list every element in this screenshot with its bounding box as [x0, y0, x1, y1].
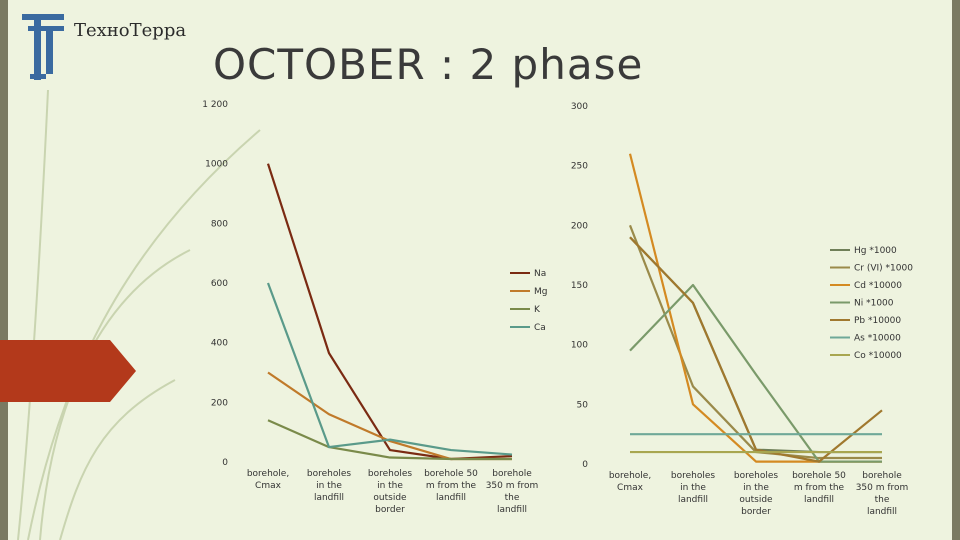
left-series-line-3 — [266, 282, 513, 456]
right-chart-axes: 0 50 100 150 200 250 300 — [571, 102, 588, 470]
company-logo — [22, 14, 64, 80]
right-x-category-label: borehole, Cmax — [609, 471, 651, 493]
left-y-tick-label: 400 — [211, 339, 228, 349]
left-y-tick-label: 800 — [211, 219, 228, 229]
right-legend-label: Hg *1000 — [854, 246, 897, 256]
left-series-line-2 — [267, 419, 512, 461]
left-chart-series — [266, 163, 513, 461]
right-chart-legend: Hg *1000 Cr (VI) *1000 Cd *10000 Ni *1000 Pb… — [830, 246, 913, 361]
brand-name: ТехноТерра — [74, 20, 187, 41]
left-y-tick-label: 600 — [211, 279, 228, 289]
left-y-tick-label: 1000 — [205, 160, 228, 170]
left-x-category-label: borehole, Cmax — [247, 469, 289, 491]
right-chart-x-labels: borehole, Cmax boreholes in the landfill bore… — [609, 471, 909, 517]
left-y-tick-label: 200 — [211, 398, 228, 408]
left-legend-label: K — [534, 305, 541, 315]
right-y-tick-label: 150 — [571, 281, 588, 291]
right-series-line-4 — [629, 236, 883, 463]
right-y-tick-label: 50 — [577, 400, 589, 410]
right-legend-label: Pb *10000 — [854, 316, 901, 326]
slide-title: OCTOBER : 2 phase — [213, 40, 644, 89]
left-edge-bar — [0, 0, 8, 540]
right-chart-series — [628, 153, 883, 463]
left-x-category-label: boreholes in the landfill — [307, 469, 352, 503]
right-y-tick-label: 200 — [571, 221, 588, 231]
right-series-line-3 — [629, 283, 882, 463]
left-chart-x-labels: borehole, Cmax boreholes in the landfill bore… — [247, 469, 539, 515]
left-y-tick-label: 1 200 — [202, 100, 228, 110]
right-legend-label: Co *10000 — [854, 351, 902, 361]
left-chart-axes: 0 200 400 600 800 1000 1 200 — [202, 100, 228, 468]
right-x-category-label: boreholes in the landfill — [671, 471, 716, 505]
right-series-line-1 — [628, 224, 882, 460]
left-legend-label: Mg — [534, 287, 547, 297]
left-legend-label: Na — [534, 269, 546, 279]
left-x-category-label: borehole 350 m from the landfill — [486, 469, 539, 515]
left-legend-label: Ca — [534, 323, 546, 333]
left-chart-legend: Na Mg K Ca — [510, 269, 547, 333]
right-legend-label: Cr (VI) *1000 — [854, 264, 913, 274]
right-y-tick-label: 0 — [582, 460, 588, 470]
red-accent-tab — [0, 340, 136, 402]
right-legend-label: As *10000 — [854, 334, 901, 344]
right-x-category-label: boreholes in the outside border — [734, 471, 779, 517]
right-y-tick-label: 300 — [571, 102, 588, 112]
right-series-line-0 — [629, 236, 882, 454]
left-y-tick-label: 0 — [222, 458, 228, 468]
right-series-line-2 — [628, 153, 882, 463]
right-legend-label: Cd *10000 — [854, 281, 902, 291]
right-y-tick-label: 100 — [571, 341, 588, 351]
right-y-tick-label: 250 — [571, 162, 588, 172]
right-legend-label: Ni *1000 — [854, 299, 894, 309]
right-edge-bar — [952, 0, 960, 540]
right-x-category-label: borehole 50 m from the landfill — [792, 471, 846, 505]
right-x-category-label: borehole 350 m from the landfill — [856, 471, 909, 517]
left-x-category-label: boreholes in the outside border — [368, 469, 413, 515]
left-x-category-label: borehole 50 m from the landfill — [424, 469, 478, 503]
